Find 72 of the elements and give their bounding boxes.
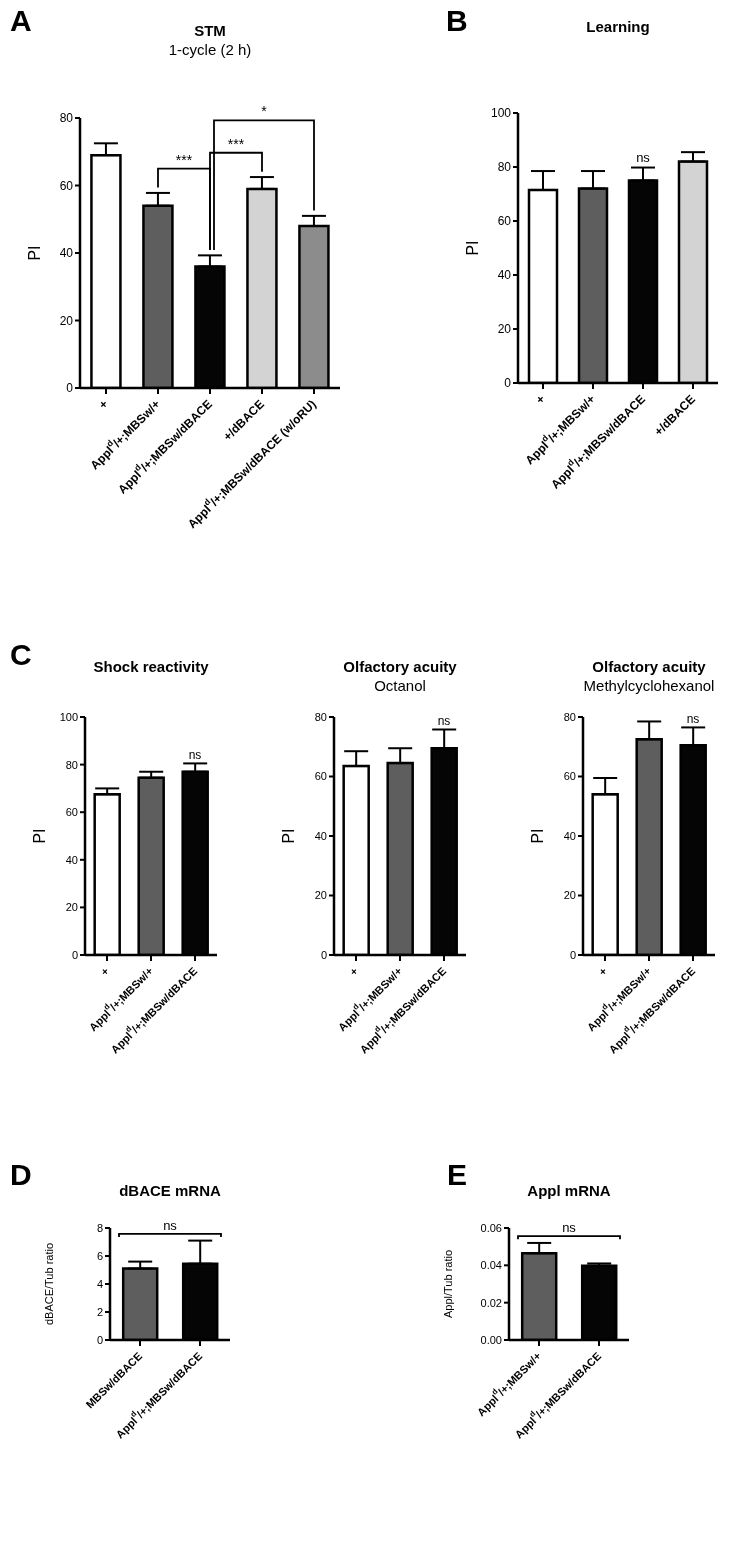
y-tick-label: 0 [569, 948, 576, 961]
chart-title: STM [193, 22, 227, 39]
chart-subtitle: Octanol [373, 677, 427, 694]
chart-title: Learning [585, 18, 651, 35]
text: B [446, 4, 468, 38]
y-axis-title: PI [528, 828, 546, 844]
y-tick-label: 40 [59, 246, 74, 261]
annotation: *** [175, 151, 193, 168]
x-tick-label: + [596, 964, 610, 978]
y-tick-label: 6 [96, 1249, 103, 1262]
y-tick-label: 0.04 [480, 1259, 502, 1272]
y-tick-label: 20 [65, 901, 78, 914]
y-tick-label: 20 [497, 322, 512, 337]
text: A [10, 4, 32, 38]
x-tick-label: + [98, 964, 112, 978]
y-axis-title: PI [279, 828, 297, 844]
y-tick-label: 80 [65, 758, 78, 771]
y-tick-label: 80 [497, 160, 512, 175]
y-tick-label: 100 [59, 710, 78, 723]
y-tick-label: 20 [563, 889, 576, 902]
annotation: ns [437, 713, 451, 728]
y-axis-title: PI [30, 828, 48, 844]
y-tick-label: 0.00 [480, 1333, 502, 1346]
annotation: * [261, 103, 268, 120]
annotation: *** [227, 135, 245, 152]
y-tick-label: 0 [71, 948, 78, 961]
y-tick-label: 0.06 [480, 1221, 502, 1234]
annotation: ns [636, 150, 651, 166]
annotation: ns [163, 1217, 178, 1233]
chart-title: Olfactory acuity [591, 658, 707, 675]
y-tick-label: 60 [314, 770, 327, 783]
y-tick-label: 80 [314, 710, 327, 723]
y-tick-label: 0 [96, 1333, 103, 1346]
y-axis-title: PI [25, 245, 43, 261]
y-tick-label: 40 [497, 268, 512, 283]
y-tick-label: 0.02 [480, 1296, 502, 1309]
chart-title: Appl mRNA [527, 1182, 611, 1199]
y-tick-label: 60 [497, 214, 512, 229]
y-tick-label: 20 [59, 313, 74, 328]
x-tick-label: + [96, 397, 111, 412]
y-tick-label: 60 [563, 770, 576, 783]
x-tick-label: + [347, 964, 361, 978]
y-tick-label: 80 [59, 111, 74, 126]
y-tick-label: 40 [65, 853, 78, 866]
y-tick-label: 0 [504, 376, 512, 391]
y-tick-label: 60 [65, 806, 78, 819]
y-axis-title: dBACE/Tub ratio [42, 1242, 55, 1326]
text: E [447, 1158, 468, 1192]
y-tick-label: 4 [96, 1277, 103, 1290]
y-tick-label: 40 [563, 829, 576, 842]
y-tick-label: 0 [320, 948, 327, 961]
x-tick-label: + [533, 392, 548, 407]
chart-subtitle: Methylcyclohexanol [582, 677, 716, 694]
chart-title: Shock reactivity [92, 658, 210, 675]
y-tick-label: 2 [96, 1305, 103, 1318]
y-tick-label: 0 [66, 381, 74, 396]
y-tick-label: 8 [96, 1221, 103, 1234]
y-tick-label: 60 [59, 178, 74, 193]
text: D [10, 1158, 32, 1192]
annotation: ns [686, 711, 700, 726]
y-tick-label: 20 [314, 889, 327, 902]
y-tick-label: 80 [563, 710, 576, 723]
y-tick-label: 100 [490, 106, 512, 121]
y-axis-title: PI [463, 240, 481, 256]
chart-title: Olfactory acuity [342, 658, 458, 675]
annotation: ns [188, 747, 202, 762]
text: C [10, 638, 32, 672]
chart-title: dBACE mRNA [119, 1182, 221, 1199]
y-axis-title: Appl/Tub ratio [441, 1249, 454, 1319]
y-tick-label: 40 [314, 829, 327, 842]
annotation: ns [562, 1220, 577, 1236]
chart-subtitle: 1-cycle (2 h) [167, 41, 253, 58]
